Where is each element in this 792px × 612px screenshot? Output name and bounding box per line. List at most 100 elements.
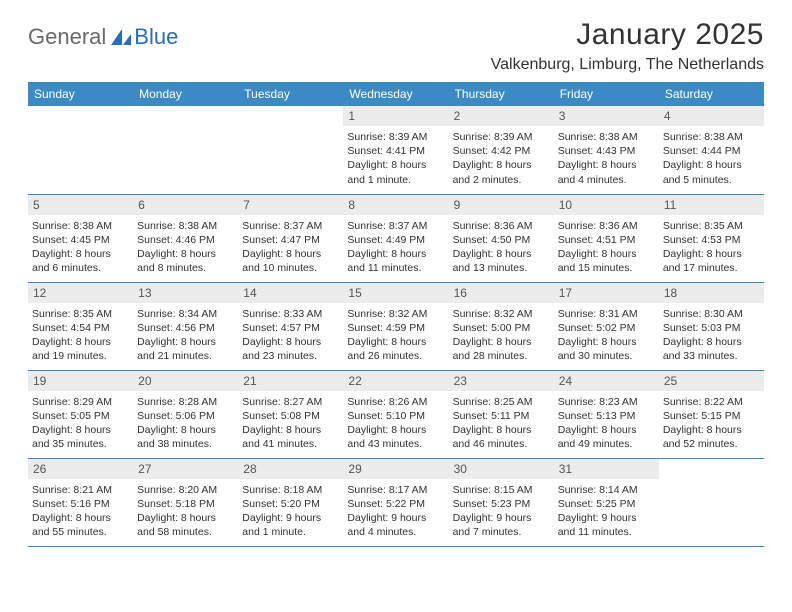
day-text: Sunrise: 8:29 AM Sunset: 5:05 PM Dayligh… <box>32 395 129 452</box>
day-number: 20 <box>133 371 238 391</box>
day-number: 16 <box>449 283 554 303</box>
day-cell: 21 Sunrise: 8:27 AM Sunset: 5:08 PM Dayli… <box>238 370 343 458</box>
day-cell: 14Sunrise: 8:33 AM Sunset: 4:57 PM Dayli… <box>238 282 343 370</box>
day-cell: 12 Sunrise: 8:35 AM Sunset: 4:54 PM Dayli… <box>28 282 133 370</box>
day-cell: 1 Sunrise: 8:39 AM Sunset: 4:41 PM Daylig… <box>343 106 448 194</box>
dayname: Thursday <box>449 82 554 106</box>
day-cell: 28Sunrise: 8:18 AM Sunset: 5:20 PM Dayli… <box>238 458 343 546</box>
day-text: Sunrise: 8:26 AM Sunset: 5:10 PM Dayligh… <box>347 395 444 452</box>
day-cell <box>28 106 133 194</box>
day-cell: 10Sunrise: 8:36 AM Sunset: 4:51 PM Dayli… <box>554 194 659 282</box>
day-text: Sunrise: 8:25 AM Sunset: 5:11 PM Dayligh… <box>453 395 550 452</box>
calendar-table: Sunday Monday Tuesday Wednesday Thursday… <box>28 82 764 547</box>
day-cell <box>133 106 238 194</box>
day-text: Sunrise: 8:37 AM Sunset: 4:47 PM Dayligh… <box>242 219 339 276</box>
day-text: Sunrise: 8:36 AM Sunset: 4:50 PM Dayligh… <box>453 219 550 276</box>
day-cell: 27 Sunrise: 8:20 AM Sunset: 5:18 PM Dayli… <box>133 458 238 546</box>
dayname: Sunday <box>28 82 133 106</box>
day-number: 25 <box>659 371 764 391</box>
day-cell <box>238 106 343 194</box>
day-number: 12 <box>28 283 133 303</box>
dayname: Wednesday <box>343 82 448 106</box>
day-cell: 20 Sunrise: 8:28 AM Sunset: 5:06 PM Dayli… <box>133 370 238 458</box>
day-text: Sunrise: 8:32 AM Sunset: 5:00 PM Dayligh… <box>453 307 550 364</box>
day-number: 3 <box>554 106 659 126</box>
day-number: 11 <box>659 195 764 215</box>
day-cell: 16 Sunrise: 8:32 AM Sunset: 5:00 PM Dayli… <box>449 282 554 370</box>
week-row: 5Sunrise: 8:38 AM Sunset: 4:45 PM Daylig… <box>28 194 764 282</box>
day-cell: 18 Sunrise: 8:30 AM Sunset: 5:03 PM Dayli… <box>659 282 764 370</box>
day-cell: 6Sunrise: 8:38 AM Sunset: 4:46 PM Daylig… <box>133 194 238 282</box>
day-text: Sunrise: 8:20 AM Sunset: 5:18 PM Dayligh… <box>137 483 234 540</box>
day-number: 2 <box>449 106 554 126</box>
day-text: Sunrise: 8:22 AM Sunset: 5:15 PM Dayligh… <box>663 395 760 452</box>
day-text: Sunrise: 8:14 AM Sunset: 5:25 PM Dayligh… <box>558 483 655 540</box>
day-cell: 23 Sunrise: 8:25 AM Sunset: 5:11 PM Dayli… <box>449 370 554 458</box>
day-text: Sunrise: 8:36 AM Sunset: 4:51 PM Dayligh… <box>558 219 655 276</box>
day-number: 15 <box>343 283 448 303</box>
day-number: 1 <box>343 106 448 126</box>
day-text: Sunrise: 8:28 AM Sunset: 5:06 PM Dayligh… <box>137 395 234 452</box>
day-cell: 17 Sunrise: 8:31 AM Sunset: 5:02 PM Dayli… <box>554 282 659 370</box>
day-number: 7 <box>238 195 343 215</box>
day-text: Sunrise: 8:39 AM Sunset: 4:42 PM Dayligh… <box>453 130 550 187</box>
day-text: Sunrise: 8:35 AM Sunset: 4:53 PM Dayligh… <box>663 219 760 276</box>
day-cell: 4Sunrise: 8:38 AM Sunset: 4:44 PM Daylig… <box>659 106 764 194</box>
location: Valkenburg, Limburg, The Netherlands <box>491 56 764 74</box>
day-text: Sunrise: 8:23 AM Sunset: 5:13 PM Dayligh… <box>558 395 655 452</box>
logo-word1: General <box>28 24 106 50</box>
month-title: January 2025 <box>491 18 764 52</box>
day-text: Sunrise: 8:38 AM Sunset: 4:44 PM Dayligh… <box>663 130 760 187</box>
day-text: Sunrise: 8:32 AM Sunset: 4:59 PM Dayligh… <box>347 307 444 364</box>
day-text: Sunrise: 8:17 AM Sunset: 5:22 PM Dayligh… <box>347 483 444 540</box>
day-number: 29 <box>343 459 448 479</box>
logo: General Blue <box>28 24 178 50</box>
dayname: Monday <box>133 82 238 106</box>
day-cell: 30Sunrise: 8:15 AM Sunset: 5:23 PM Dayli… <box>449 458 554 546</box>
day-cell: 22 Sunrise: 8:26 AM Sunset: 5:10 PM Dayli… <box>343 370 448 458</box>
day-cell: 13 Sunrise: 8:34 AM Sunset: 4:56 PM Dayli… <box>133 282 238 370</box>
day-number: 8 <box>343 195 448 215</box>
day-text: Sunrise: 8:35 AM Sunset: 4:54 PM Dayligh… <box>32 307 129 364</box>
day-text: Sunrise: 8:39 AM Sunset: 4:41 PM Dayligh… <box>347 130 444 187</box>
dayname: Saturday <box>659 82 764 106</box>
dayname: Friday <box>554 82 659 106</box>
day-text: Sunrise: 8:31 AM Sunset: 5:02 PM Dayligh… <box>558 307 655 364</box>
day-text: Sunrise: 8:30 AM Sunset: 5:03 PM Dayligh… <box>663 307 760 364</box>
title-block: January 2025 Valkenburg, Limburg, The Ne… <box>491 18 764 74</box>
day-number: 5 <box>28 195 133 215</box>
day-cell: 31 Sunrise: 8:14 AM Sunset: 5:25 PM Dayli… <box>554 458 659 546</box>
day-number: 27 <box>133 459 238 479</box>
day-text: Sunrise: 8:21 AM Sunset: 5:16 PM Dayligh… <box>32 483 129 540</box>
logo-sail-icon <box>110 28 132 46</box>
day-number: 14 <box>238 283 343 303</box>
day-cell: 24Sunrise: 8:23 AM Sunset: 5:13 PM Dayli… <box>554 370 659 458</box>
day-text: Sunrise: 8:34 AM Sunset: 4:56 PM Dayligh… <box>137 307 234 364</box>
day-cell: 2 Sunrise: 8:39 AM Sunset: 4:42 PM Daylig… <box>449 106 554 194</box>
week-row: 1 Sunrise: 8:39 AM Sunset: 4:41 PM Daylig… <box>28 106 764 194</box>
day-cell: 29 Sunrise: 8:17 AM Sunset: 5:22 PM Dayli… <box>343 458 448 546</box>
day-number: 22 <box>343 371 448 391</box>
day-cell: 9 Sunrise: 8:36 AM Sunset: 4:50 PM Daylig… <box>449 194 554 282</box>
week-row: 12 Sunrise: 8:35 AM Sunset: 4:54 PM Dayli… <box>28 282 764 370</box>
day-cell: 26Sunrise: 8:21 AM Sunset: 5:16 PM Dayli… <box>28 458 133 546</box>
day-text: Sunrise: 8:38 AM Sunset: 4:43 PM Dayligh… <box>558 130 655 187</box>
day-number: 23 <box>449 371 554 391</box>
day-text: Sunrise: 8:27 AM Sunset: 5:08 PM Dayligh… <box>242 395 339 452</box>
week-row: 26Sunrise: 8:21 AM Sunset: 5:16 PM Dayli… <box>28 458 764 546</box>
day-number: 13 <box>133 283 238 303</box>
day-cell: 11 Sunrise: 8:35 AM Sunset: 4:53 PM Dayli… <box>659 194 764 282</box>
day-number: 31 <box>554 459 659 479</box>
day-number: 17 <box>554 283 659 303</box>
day-cell: 25 Sunrise: 8:22 AM Sunset: 5:15 PM Dayli… <box>659 370 764 458</box>
day-number: 18 <box>659 283 764 303</box>
week-row: 19 Sunrise: 8:29 AM Sunset: 5:05 PM Dayli… <box>28 370 764 458</box>
day-number: 9 <box>449 195 554 215</box>
day-number: 21 <box>238 371 343 391</box>
day-cell: 5Sunrise: 8:38 AM Sunset: 4:45 PM Daylig… <box>28 194 133 282</box>
day-number: 19 <box>28 371 133 391</box>
day-cell: 7 Sunrise: 8:37 AM Sunset: 4:47 PM Daylig… <box>238 194 343 282</box>
logo-word2: Blue <box>134 24 178 50</box>
day-text: Sunrise: 8:15 AM Sunset: 5:23 PM Dayligh… <box>453 483 550 540</box>
day-cell <box>659 458 764 546</box>
